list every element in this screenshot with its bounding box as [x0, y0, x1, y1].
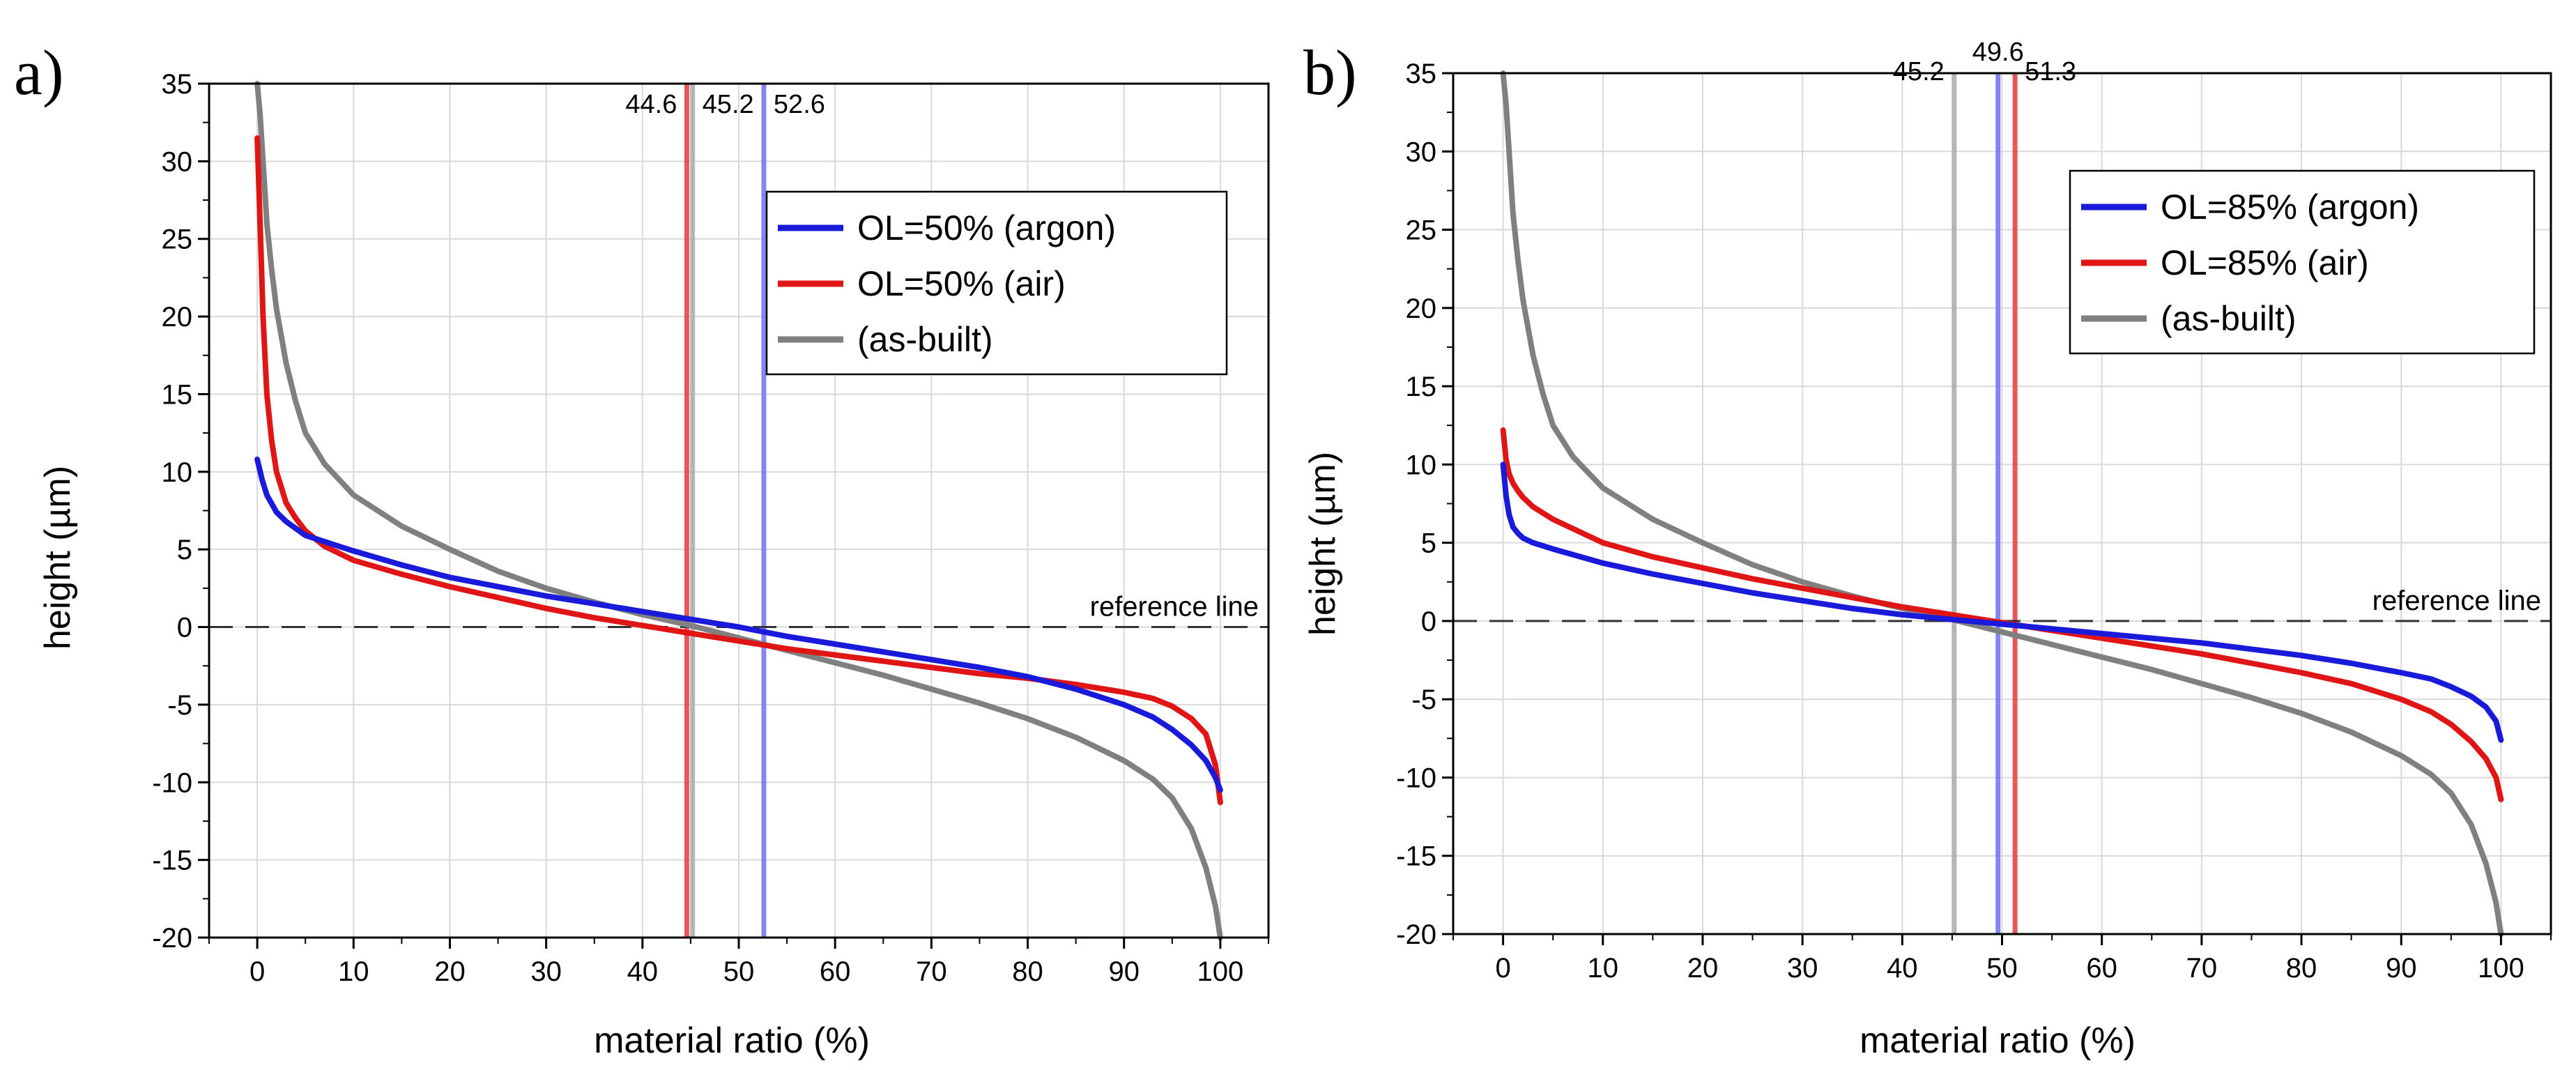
y-axis-title-b: height (µm) — [1303, 452, 1343, 636]
series-line-air — [1500, 427, 2504, 802]
x-tick-label: 30 — [530, 956, 562, 987]
y-tick-label: 10 — [162, 457, 193, 488]
y-tick-label: 35 — [1406, 59, 1437, 89]
x-tick-label: 60 — [820, 956, 851, 987]
vertical-marker-label: 45.2 — [1893, 57, 1945, 86]
series-line-as-built — [254, 81, 1223, 940]
x-tick-label: 100 — [2478, 953, 2524, 984]
y-tick-label: 30 — [162, 146, 193, 177]
vertical-marker-label: 51.3 — [2025, 57, 2076, 86]
vertical-marker-label: 44.6 — [625, 90, 677, 119]
x-tick-label: 20 — [1687, 953, 1719, 984]
y-axis-title-a: height (µm) — [38, 466, 78, 650]
x-tick-label: 80 — [2286, 953, 2317, 984]
ticks-b: 0 10 20 30 40 50 60 70 80 90 100 -20 -15 -10 -5 0 5 10 15 2… — [1396, 59, 2552, 984]
x-tick-label: 0 — [250, 956, 265, 987]
x-tick-label: 30 — [1787, 953, 1818, 984]
legend-label: OL=85% (argon) — [2161, 188, 2419, 227]
chart-panel-b: b) material ratio (%) height (µm) 45.2 49… — [1303, 37, 2552, 1061]
x-tick-label: 50 — [723, 956, 755, 987]
vertical-marker-label: 52.6 — [774, 90, 825, 119]
legend-label: OL=50% (argon) — [857, 208, 1116, 247]
y-tick-label: -20 — [152, 923, 192, 954]
x-tick-label: 60 — [2086, 953, 2117, 984]
reference-line-group-a: reference line — [209, 592, 1268, 629]
x-axis-title-b: material ratio (%) — [1860, 1021, 2136, 1061]
x-tick-label: 40 — [627, 956, 659, 987]
x-tick-label: 70 — [916, 956, 947, 987]
x-tick-label: 0 — [1495, 953, 1510, 984]
x-tick-label: 20 — [434, 956, 466, 987]
x-tick-label: 100 — [1197, 956, 1244, 987]
x-tick-label: 70 — [2186, 953, 2218, 984]
y-tick-label: -15 — [1396, 841, 1436, 872]
vertical-markers-b: 45.2 49.651.3 — [1893, 38, 2076, 934]
legend-box — [2069, 169, 2536, 355]
panel-label-b: b) — [1303, 37, 1357, 108]
vertical-marker-label: 45.2 — [703, 90, 754, 119]
y-tick-label: 15 — [1406, 372, 1437, 402]
ticks-a: 0 10 20 30 40 50 60 70 80 90 100 -20 -15 -10 -5 0 5 10 15 2… — [152, 69, 1269, 987]
y-tick-label: -10 — [1396, 763, 1436, 793]
x-axis-title-a: material ratio (%) — [594, 1021, 870, 1061]
y-tick-label: 5 — [1421, 528, 1436, 559]
x-tick-label: 40 — [1887, 953, 1918, 984]
chart-panel-a: a) material ratio (%) height (µm) 44.6 45… — [14, 37, 1270, 1061]
y-tick-label: -20 — [1396, 919, 1436, 950]
x-tick-label: 10 — [1588, 953, 1619, 984]
x-tick-label: 80 — [1012, 956, 1043, 987]
vertical-marker-label: 49.6 — [1972, 38, 2024, 67]
y-tick-label: -5 — [1411, 685, 1436, 715]
y-tick-label: 35 — [162, 69, 193, 100]
reference-line-label: reference line — [1090, 592, 1259, 622]
reference-line-label: reference line — [2372, 586, 2541, 616]
x-tick-label: 10 — [338, 956, 369, 987]
legend-label: OL=50% (air) — [857, 264, 1066, 303]
legend-b: OL=85% (argon) OL=85% (air) (as-built) — [2069, 169, 2536, 355]
series-line-argon — [254, 457, 1223, 793]
y-tick-label: 30 — [1406, 137, 1437, 167]
x-tick-label: 90 — [1108, 956, 1140, 987]
x-tick-label: 50 — [1986, 953, 2018, 984]
series-line-argon — [1500, 461, 2504, 743]
y-tick-label: 10 — [1406, 450, 1437, 480]
y-tick-label: 20 — [162, 302, 193, 333]
y-tick-label: 0 — [177, 613, 192, 643]
legend-label: (as-built) — [857, 320, 992, 359]
y-tick-label: 0 — [1421, 606, 1436, 637]
series-group-b — [1500, 70, 2504, 937]
y-tick-label: 20 — [1406, 293, 1437, 324]
y-tick-label: -15 — [152, 846, 192, 876]
legend-label: OL=85% (air) — [2161, 243, 2369, 282]
y-tick-label: 25 — [1406, 215, 1437, 246]
series-line-air — [254, 135, 1223, 806]
panel-label-a: a) — [14, 37, 63, 108]
legend-label: (as-built) — [2161, 299, 2296, 338]
y-tick-label: -10 — [152, 767, 192, 798]
vertical-markers-a: 44.6 45.2 52.6 — [625, 84, 825, 938]
y-tick-label: 25 — [162, 224, 193, 255]
y-tick-label: 5 — [177, 535, 192, 565]
y-tick-label: -5 — [167, 690, 192, 721]
y-tick-label: 15 — [162, 379, 193, 410]
x-tick-label: 90 — [2386, 953, 2417, 984]
legend-a: OL=50% (argon) OL=50% (air) (as-built) — [765, 190, 1228, 376]
series-group-a — [254, 81, 1223, 940]
